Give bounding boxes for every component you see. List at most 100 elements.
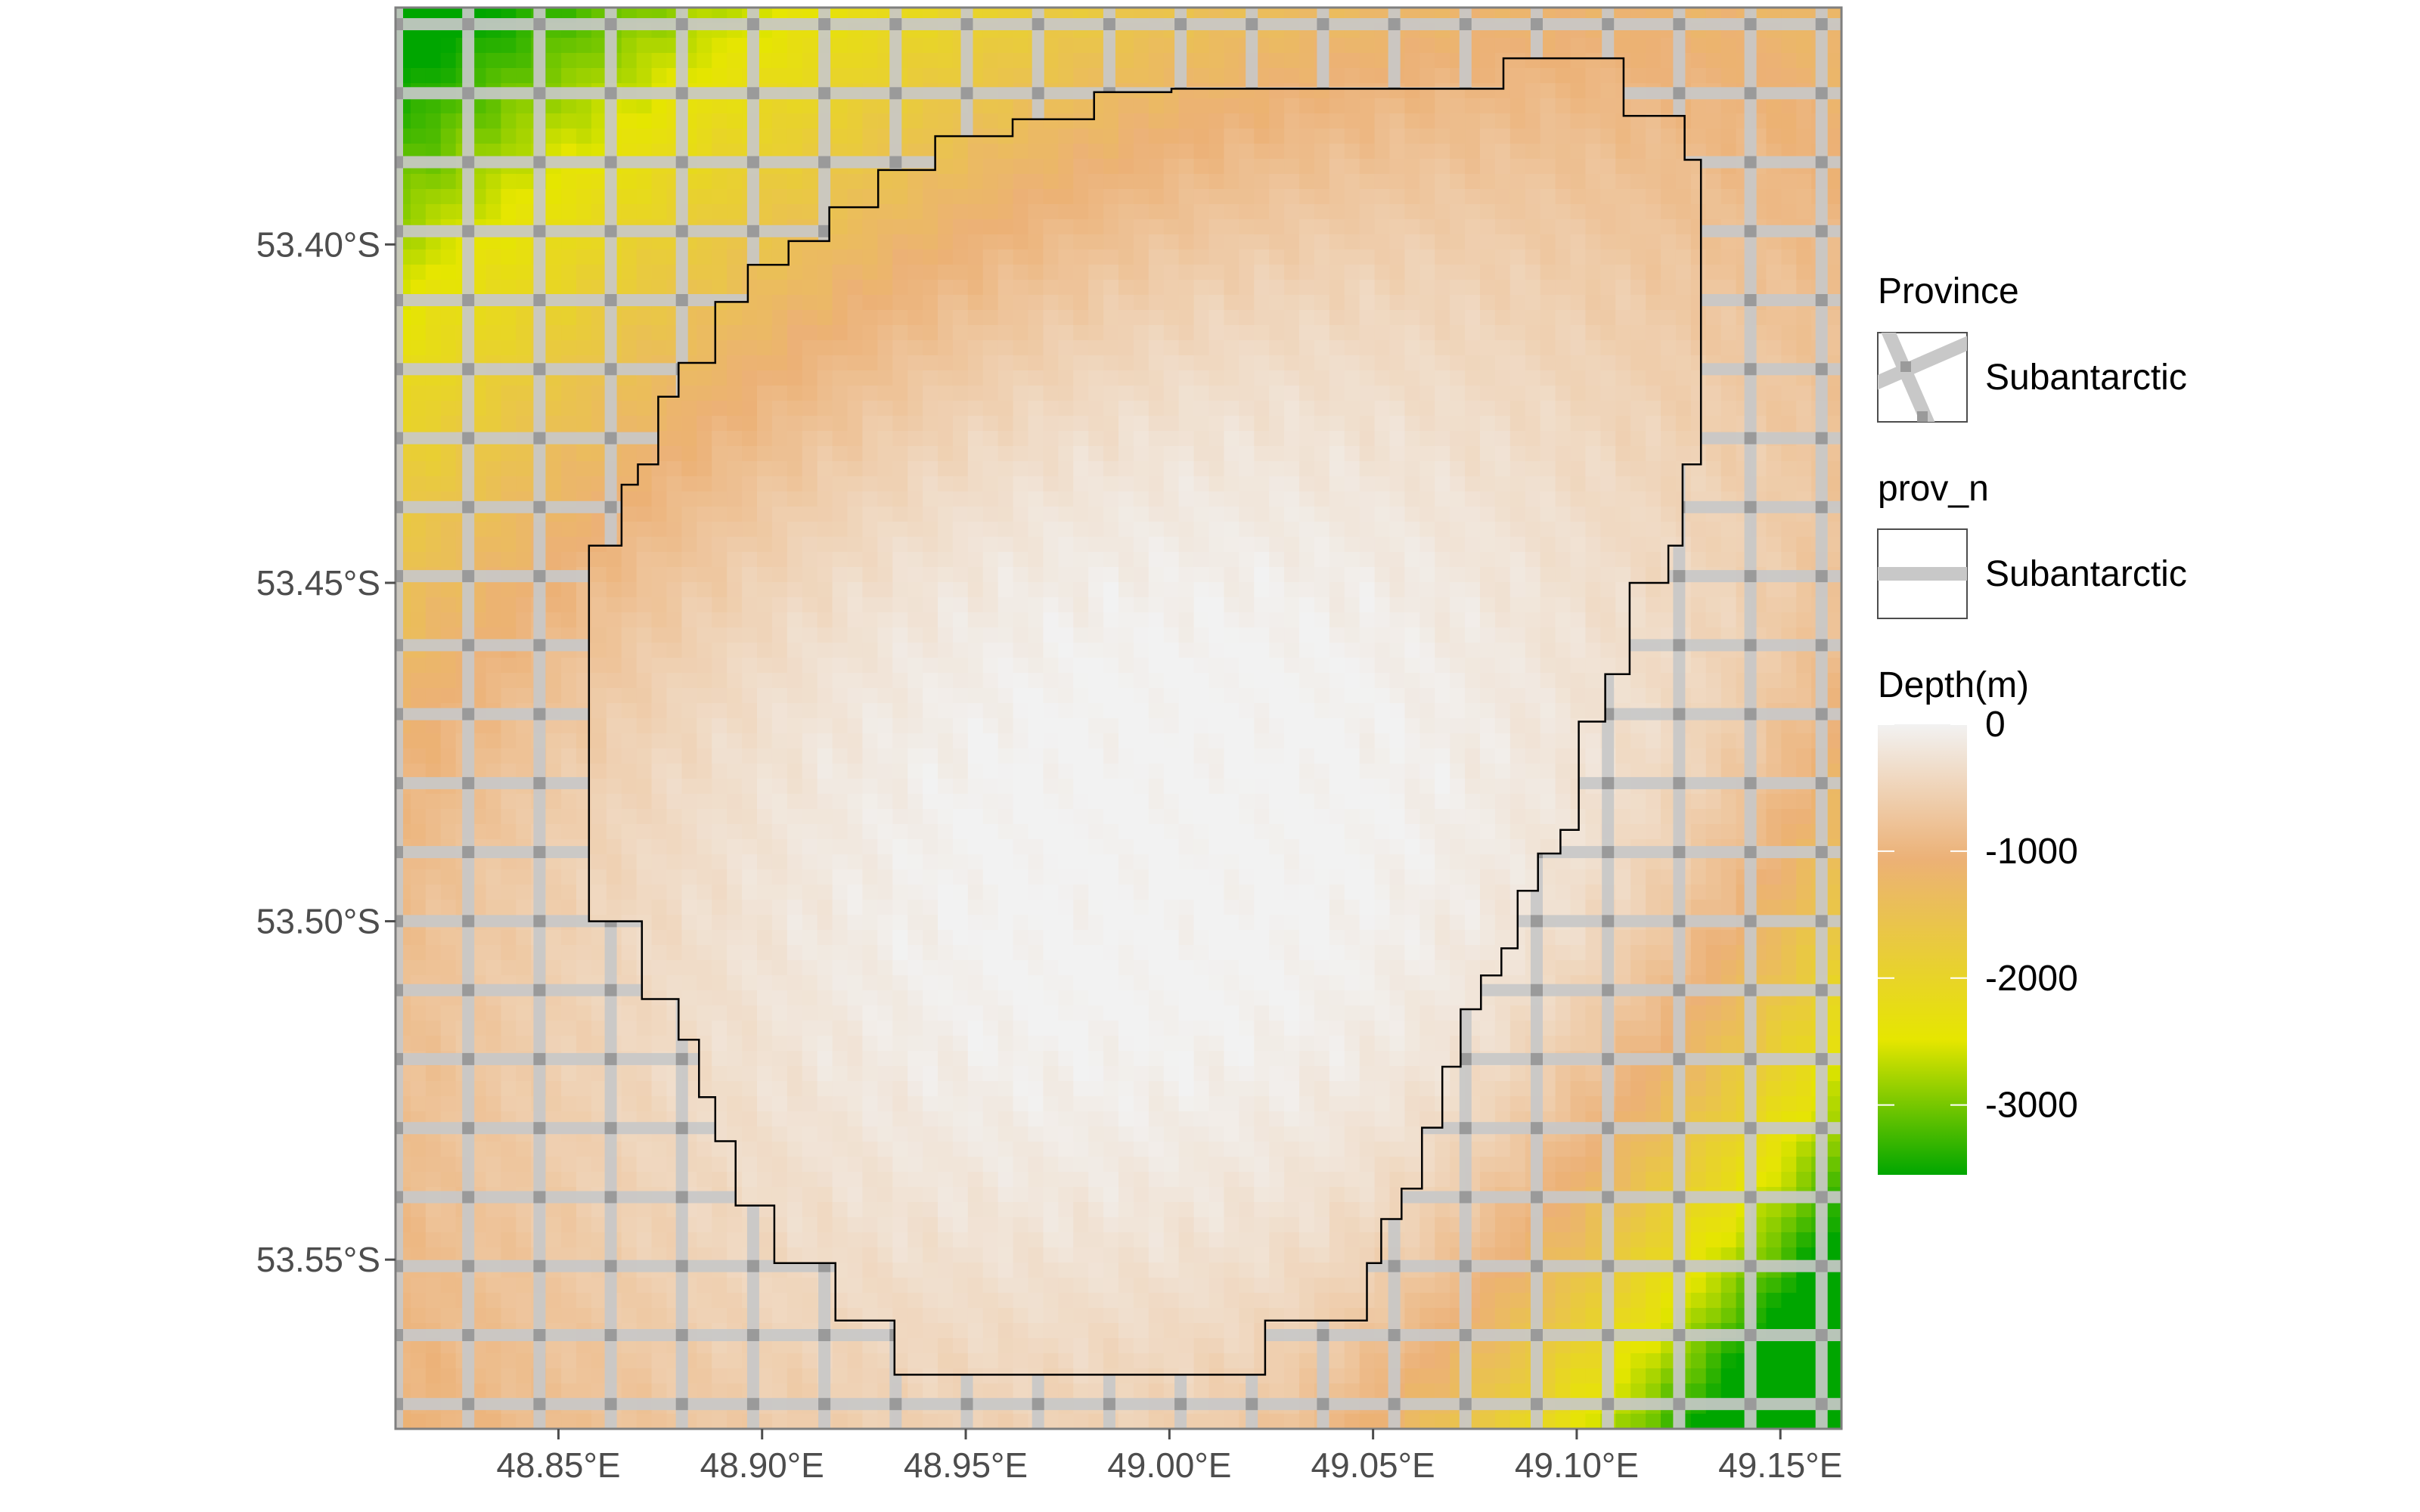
raster-cell — [1585, 748, 1601, 764]
raster-cell — [1720, 386, 1737, 401]
raster-cell — [621, 340, 638, 356]
raster-cell — [516, 718, 532, 734]
raster-cell — [1705, 673, 1722, 689]
raster-cell — [697, 249, 712, 265]
raster-cell — [1540, 38, 1556, 54]
raster-cell — [651, 144, 668, 160]
raster-cell — [1646, 612, 1661, 628]
raster-cell — [847, 68, 864, 84]
raster-cell — [561, 68, 577, 84]
raster-cell — [1630, 98, 1646, 114]
raster-cell — [470, 98, 487, 114]
raster-cell — [697, 174, 712, 190]
raster-cell — [501, 189, 517, 205]
raster-cell — [1796, 733, 1812, 749]
raster-cell — [727, 113, 743, 129]
raster-cell — [501, 204, 517, 220]
raster-cell — [501, 597, 517, 613]
raster-cell — [410, 612, 427, 628]
raster-cell — [1826, 53, 1841, 69]
raster-cell — [877, 53, 893, 69]
raster-cell — [1766, 325, 1782, 341]
raster-cell — [516, 325, 532, 341]
raster-cell — [1796, 386, 1812, 401]
raster-cell — [1284, 53, 1300, 69]
raster-cell — [1826, 658, 1841, 674]
raster-cell — [771, 129, 788, 144]
raster-cell — [546, 446, 562, 462]
raster-cell — [938, 113, 954, 129]
raster-cell — [1630, 68, 1646, 84]
raster-cell — [576, 98, 592, 114]
raster-cell — [440, 280, 457, 296]
raster-cell — [982, 53, 999, 69]
raster-cell — [1781, 386, 1797, 401]
raster-cell — [1705, 129, 1722, 144]
raster-cell — [410, 416, 427, 432]
raster-cell — [862, 189, 878, 205]
raster-cell — [501, 673, 517, 689]
raster-cell — [1630, 688, 1646, 704]
raster-cell — [621, 416, 638, 432]
raster-cell — [440, 144, 457, 160]
raster-cell — [1404, 53, 1420, 69]
raster-cell — [440, 53, 457, 69]
raster-cell — [516, 280, 532, 296]
raster-cell — [1705, 401, 1722, 417]
raster-cell — [501, 129, 517, 144]
raster-cell — [561, 325, 577, 341]
raster-cell — [410, 597, 427, 613]
raster-cell — [771, 113, 788, 129]
raster-cell — [1781, 718, 1797, 734]
raster-cell — [1796, 446, 1812, 462]
raster-cell — [1705, 522, 1722, 538]
raster-cell — [546, 718, 562, 734]
raster-cell — [802, 53, 818, 69]
raster-cell — [727, 53, 743, 69]
raster-cell — [576, 113, 592, 129]
raster-cell — [1193, 38, 1210, 54]
raster-cell — [561, 234, 577, 250]
raster-cell — [516, 38, 532, 54]
raster-cell — [1646, 53, 1661, 69]
raster-cell — [591, 174, 607, 190]
raster-cell — [425, 189, 442, 205]
raster-cell — [516, 658, 532, 674]
raster-cell — [636, 38, 653, 54]
raster-cell — [425, 764, 442, 779]
raster-cell — [636, 416, 653, 432]
raster-cell — [440, 794, 457, 810]
raster-cell — [1690, 98, 1707, 114]
raster-cell — [1781, 764, 1797, 779]
raster-cell — [1705, 189, 1722, 205]
raster-cell — [516, 340, 532, 356]
raster-cell — [1646, 68, 1661, 84]
raster-cell — [1720, 582, 1737, 598]
raster-cell — [1766, 612, 1782, 628]
raster-cell — [516, 310, 532, 326]
raster-cell — [1796, 340, 1812, 356]
raster-cell — [1781, 340, 1797, 356]
raster-cell — [1690, 53, 1707, 69]
raster-cell — [561, 522, 577, 538]
raster-cell — [697, 340, 712, 356]
raster-cell — [1826, 416, 1841, 432]
raster-cell — [1118, 68, 1134, 84]
raster-cell — [1133, 38, 1150, 54]
raster-cell — [712, 53, 728, 69]
raster-cell — [697, 265, 712, 280]
raster-cell — [621, 204, 638, 220]
raster-cell — [712, 204, 728, 220]
raster-cell — [486, 189, 502, 205]
raster-cell — [621, 98, 638, 114]
raster-cell — [1646, 764, 1661, 779]
raster-cell — [486, 174, 502, 190]
raster-cell — [470, 68, 487, 84]
raster-cell — [771, 234, 788, 250]
raster-cell — [636, 98, 653, 114]
raster-cell — [410, 748, 427, 764]
raster-cell — [621, 401, 638, 417]
raster-cell — [1796, 325, 1812, 341]
raster-cell — [802, 38, 818, 54]
